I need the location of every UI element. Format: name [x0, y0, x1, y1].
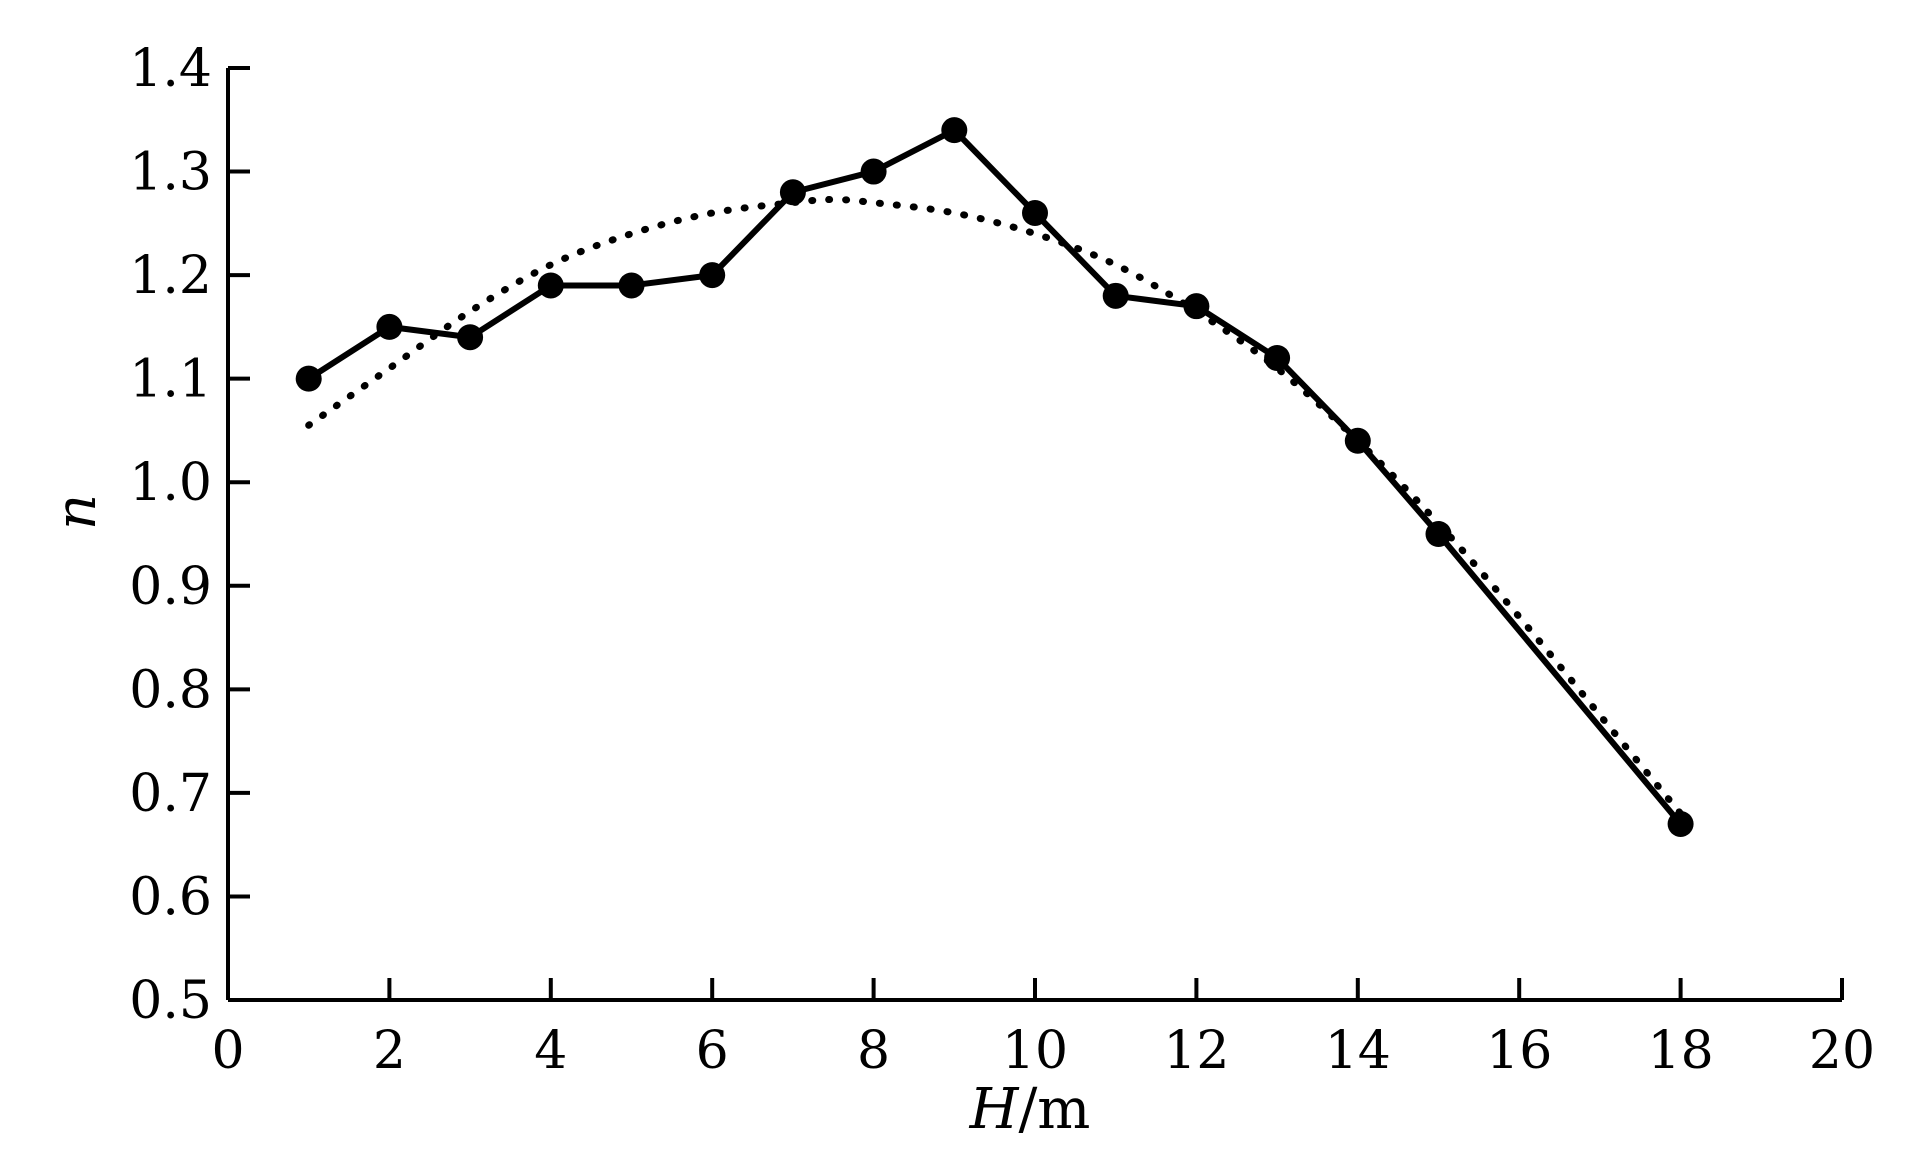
data-point: [457, 324, 484, 351]
x-tick-label: 12: [1163, 1021, 1229, 1081]
data-point: [1667, 810, 1694, 837]
data-series-line: [307, 127, 1683, 826]
fit-curve: [305, 196, 1685, 818]
x-tick-label: 16: [1486, 1021, 1552, 1081]
x-tick-label: 18: [1648, 1021, 1714, 1081]
data-point: [779, 179, 806, 206]
data-point: [1425, 521, 1452, 547]
x-tick-label: 2: [373, 1021, 406, 1081]
data-point: [1183, 293, 1210, 320]
x-tick-label: 0: [211, 1021, 244, 1081]
x-axis-label: H/m: [969, 1077, 1091, 1142]
tick-marks: [226, 66, 1844, 1002]
y-tick-label: 1.3: [129, 143, 212, 203]
fit-curve-layer: [305, 196, 1685, 818]
x-tick-label: 20: [1809, 1021, 1875, 1081]
y-tick-label: 0.5: [129, 971, 212, 1031]
y-tick-label: 1.4: [129, 39, 212, 99]
data-point: [295, 365, 322, 392]
x-axis-label-unit: /m: [1018, 1077, 1090, 1142]
x-tick-label: 8: [857, 1021, 890, 1081]
data-point: [1264, 344, 1291, 371]
data-point: [1344, 427, 1371, 454]
x-tick-label: 6: [696, 1021, 729, 1081]
x-axis-label-symbol: H: [969, 1077, 1020, 1142]
x-tick-label: 10: [1002, 1021, 1068, 1081]
data-point: [376, 313, 403, 340]
y-tick-label: 1.0: [129, 453, 212, 513]
y-axis-label: n: [44, 494, 109, 530]
y-tick-label: 1.2: [129, 246, 212, 306]
data-series-layer: [295, 117, 1694, 837]
data-point: [618, 272, 645, 299]
x-tick-label: 4: [534, 1021, 567, 1081]
y-tick-label: 0.8: [129, 660, 212, 720]
tick-labels: 0 2 4 6 8 10 12 14 16 18 20 0.5 0.6 0.7 0.8 0.9 1.0 1.1 1.…: [129, 39, 1875, 1081]
y-tick-label: 1.1: [129, 350, 212, 410]
data-point: [1022, 199, 1048, 226]
y-tick-label: 0.6: [129, 867, 212, 927]
data-point: [941, 117, 968, 144]
x-tick-label: 14: [1325, 1021, 1391, 1081]
data-point: [699, 262, 726, 289]
data-point: [860, 158, 887, 185]
data-point: [537, 272, 564, 299]
y-tick-label: 0.9: [129, 557, 212, 617]
data-point: [1102, 282, 1129, 309]
y-tick-label: 0.7: [129, 764, 212, 824]
